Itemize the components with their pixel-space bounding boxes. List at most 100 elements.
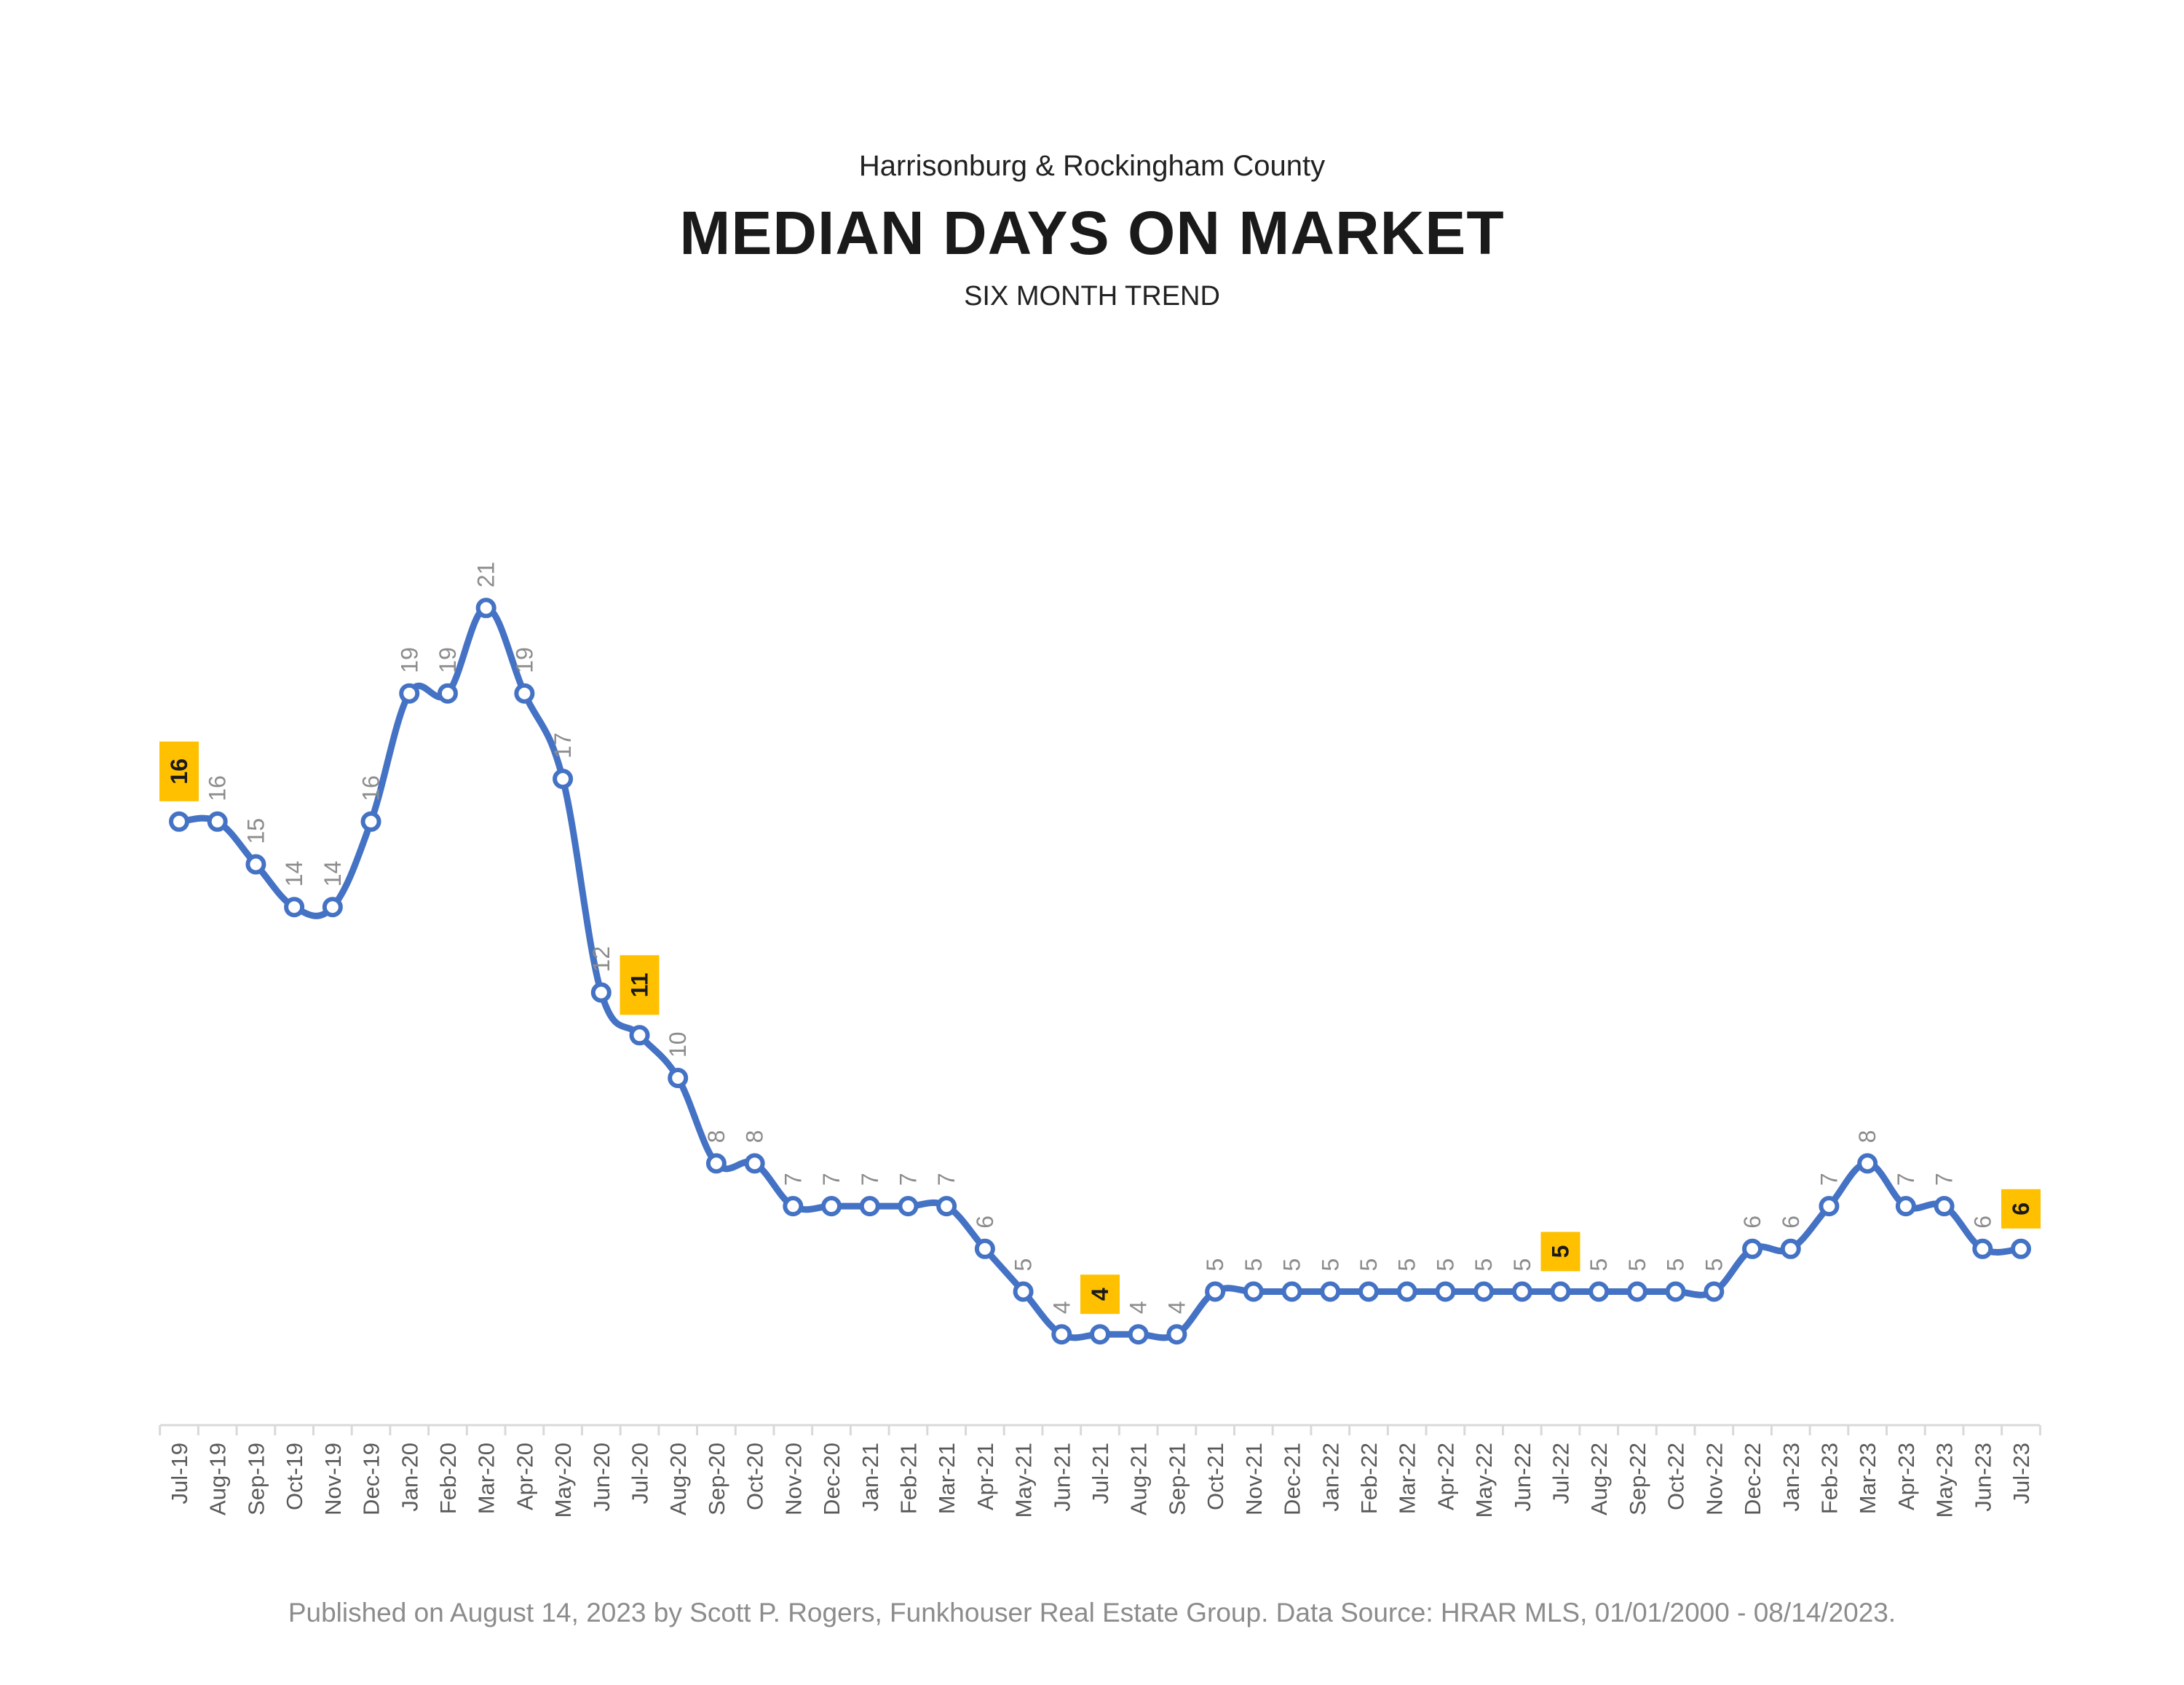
data-label-text: 4 bbox=[1163, 1301, 1190, 1314]
data-point bbox=[1780, 1238, 1801, 1259]
x-tick-label-text: Jul-23 bbox=[2009, 1443, 2034, 1504]
data-label: 14 bbox=[281, 861, 307, 887]
data-label: 7 bbox=[780, 1173, 806, 1186]
data-label-text: 7 bbox=[857, 1173, 883, 1186]
x-tick-label-text: Aug-19 bbox=[205, 1443, 231, 1515]
data-label: 16 bbox=[358, 775, 384, 801]
x-tick-label: Dec-20 bbox=[819, 1443, 844, 1515]
x-tick-label-text: Oct-19 bbox=[282, 1443, 307, 1510]
data-label-text: 4 bbox=[1125, 1301, 1152, 1314]
highlight-box bbox=[1080, 1274, 1120, 1315]
data-label-text: 17 bbox=[550, 733, 576, 759]
x-tick-label: Aug-22 bbox=[1586, 1443, 1612, 1515]
x-tick-label-text: Jun-22 bbox=[1510, 1443, 1535, 1512]
data-label-text: 5 bbox=[1279, 1258, 1305, 1272]
data-point bbox=[437, 683, 458, 704]
x-tick-label: Apr-23 bbox=[1894, 1443, 1919, 1510]
data-point bbox=[2011, 1238, 2031, 1259]
x-tick-label: Oct-22 bbox=[1663, 1443, 1689, 1510]
x-tick-label-text: Jan-21 bbox=[858, 1443, 883, 1512]
data-point bbox=[245, 854, 266, 875]
x-tick-label: Mar-22 bbox=[1395, 1443, 1420, 1514]
data-point bbox=[553, 769, 574, 790]
data-label: 5 bbox=[1432, 1258, 1458, 1272]
x-tick-label: Feb-21 bbox=[895, 1443, 921, 1514]
x-tick-label: Feb-22 bbox=[1356, 1443, 1382, 1514]
x-tick-label: May-23 bbox=[1932, 1443, 1958, 1518]
data-label: 5 bbox=[1241, 1258, 1267, 1272]
data-label-text: 5 bbox=[1432, 1258, 1458, 1272]
data-point bbox=[1819, 1196, 1840, 1217]
data-label: 10 bbox=[665, 1031, 691, 1058]
data-point bbox=[284, 897, 305, 918]
data-label-text: 8 bbox=[742, 1130, 768, 1143]
data-label-text: 5 bbox=[1509, 1258, 1535, 1272]
data-label: 8 bbox=[703, 1130, 729, 1143]
x-tick-label: Dec-21 bbox=[1280, 1443, 1305, 1515]
x-tick-label-text: Jul-22 bbox=[1548, 1443, 1574, 1504]
x-tick-label-text: Dec-20 bbox=[819, 1443, 844, 1515]
data-label-text: 19 bbox=[511, 647, 537, 673]
highlight-box bbox=[2001, 1189, 2041, 1229]
data-label-text: 7 bbox=[933, 1173, 960, 1186]
data-point bbox=[322, 897, 343, 918]
x-tick-label-text: Aug-22 bbox=[1586, 1443, 1612, 1515]
data-label-text: 16 bbox=[166, 758, 192, 785]
data-label: 7 bbox=[857, 1173, 883, 1186]
data-point bbox=[514, 683, 535, 704]
data-point bbox=[207, 811, 228, 832]
data-label-text: 7 bbox=[1816, 1173, 1842, 1186]
data-point bbox=[1281, 1281, 1302, 1302]
x-tick-label: Apr-20 bbox=[512, 1443, 537, 1510]
x-tick-label: Aug-20 bbox=[665, 1443, 691, 1515]
data-point bbox=[1665, 1281, 1686, 1302]
data-label-text: 6 bbox=[1778, 1216, 1804, 1229]
data-label-text: 6 bbox=[1969, 1216, 1995, 1229]
x-tick-label: Jun-22 bbox=[1510, 1443, 1535, 1512]
x-tick-label-text: Mar-22 bbox=[1395, 1443, 1420, 1514]
data-point bbox=[1934, 1196, 1955, 1217]
x-tick-label: Nov-19 bbox=[320, 1443, 346, 1515]
highlighted-data-label: 6 bbox=[2001, 1189, 2041, 1229]
highlighted-data-label: 4 bbox=[1080, 1274, 1120, 1315]
data-point bbox=[360, 811, 381, 832]
data-label: 5 bbox=[1356, 1258, 1382, 1272]
x-tick-label-text: May-21 bbox=[1011, 1443, 1037, 1518]
x-tick-label: Nov-20 bbox=[780, 1443, 806, 1515]
data-label: 5 bbox=[1471, 1258, 1497, 1272]
x-tick-labels: Jul-19 Aug-19 Sep-19 Oct-19 Nov-19 Dec-19 Jan-… bbox=[167, 1443, 2034, 1518]
data-label-text: 5 bbox=[1317, 1258, 1343, 1272]
data-point bbox=[629, 1025, 650, 1046]
x-tick-label-text: May-20 bbox=[550, 1443, 576, 1518]
x-tick-label: Jul-19 bbox=[167, 1443, 192, 1504]
data-label-text: 5 bbox=[1624, 1258, 1650, 1272]
data-point bbox=[744, 1153, 765, 1174]
x-tick-label-text: Apr-22 bbox=[1433, 1443, 1458, 1510]
x-tick-label: May-22 bbox=[1471, 1443, 1497, 1518]
highlight-box bbox=[1540, 1232, 1580, 1272]
x-tick-label-text: Apr-20 bbox=[512, 1443, 537, 1510]
data-label: 5 bbox=[1663, 1258, 1689, 1272]
data-point bbox=[1972, 1238, 1993, 1259]
data-point bbox=[859, 1196, 880, 1217]
data-label: 6 bbox=[1739, 1216, 1765, 1229]
data-label: 5 bbox=[1701, 1258, 1727, 1272]
x-tick-label: Mar-21 bbox=[934, 1443, 960, 1514]
data-point bbox=[399, 683, 420, 704]
data-label: 15 bbox=[242, 818, 269, 844]
x-tick-label: Mar-23 bbox=[1855, 1443, 1880, 1514]
x-tick-label: Jun-21 bbox=[1049, 1443, 1075, 1512]
data-label: 4 bbox=[1125, 1301, 1152, 1314]
data-label-text: 5 bbox=[1548, 1245, 1574, 1258]
data-label: 5 bbox=[1317, 1258, 1343, 1272]
data-point bbox=[1857, 1153, 1878, 1174]
data-point bbox=[1742, 1238, 1763, 1259]
data-point bbox=[1473, 1281, 1495, 1302]
x-tick-label: Nov-22 bbox=[1701, 1443, 1727, 1515]
x-tick-label: Oct-19 bbox=[282, 1443, 307, 1510]
x-tick-label-text: Feb-22 bbox=[1356, 1443, 1382, 1514]
x-tick-label: Sep-21 bbox=[1164, 1443, 1190, 1515]
data-point bbox=[1320, 1281, 1341, 1302]
data-label-text: 7 bbox=[895, 1173, 921, 1186]
